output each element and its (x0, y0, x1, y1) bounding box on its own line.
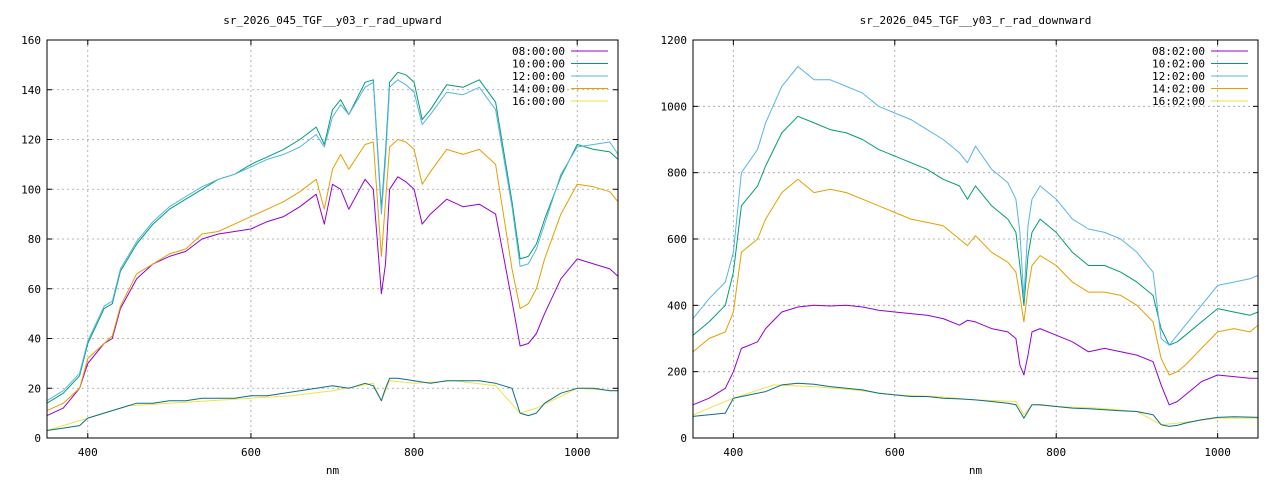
plot-frame (46, 39, 619, 439)
series-line-4 (692, 384, 1258, 426)
y-tick-label: 1000 (661, 100, 688, 113)
series-line-0 (692, 304, 1258, 406)
series-line-3 (46, 139, 619, 412)
series-line-3 (692, 178, 1259, 376)
legend-entry-label: 16:00:00 (512, 95, 565, 108)
y-tick-label: 800 (667, 167, 687, 180)
series-line-5 (692, 382, 1259, 427)
series-line-2 (692, 66, 1259, 346)
y-tick-label: 40 (28, 333, 41, 346)
series-line-2 (46, 79, 619, 402)
x-tick-label: 400 (78, 446, 98, 459)
y-tick-label: 100 (21, 183, 41, 196)
series-line-1 (692, 115, 1259, 346)
y-tick-label: 140 (21, 84, 41, 97)
y-tick-label: 20 (28, 382, 41, 395)
x-axis-label: nm (969, 464, 983, 477)
y-tick-label: 0 (34, 432, 41, 445)
series-line-1 (46, 71, 619, 404)
y-tick-label: 60 (28, 283, 41, 296)
y-tick-label: 160 (21, 34, 41, 47)
x-axis-label: nm (326, 464, 340, 477)
downward-radiance-chart: 0 200 400 600 800 1000 1200 400 600 800 1000 sr_202… (661, 14, 1259, 477)
legend-entry-label: 14:02:00 (1152, 83, 1205, 96)
legend-entry-label: 08:02:00 (1152, 45, 1205, 58)
x-tick-label: 1000 (1204, 446, 1231, 459)
y-tick-label: 600 (667, 233, 687, 246)
chart-title: sr_2026_045_TGF__y03_r_rad_downward (860, 14, 1092, 27)
legend-entry-label: 16:02:00 (1152, 95, 1205, 108)
x-tick-label: 800 (1046, 446, 1066, 459)
x-tick-label: 400 (723, 446, 743, 459)
x-tick-label: 600 (885, 446, 905, 459)
y-tick-label: 120 (21, 134, 41, 147)
y-tick-label: 80 (28, 233, 41, 246)
upward-radiance-chart: 0 20 40 60 80 100 120 140 160 400 600 800 1000 sr_202… (21, 14, 619, 477)
plot-frame (692, 39, 1259, 439)
y-tick-label: 1200 (661, 34, 688, 47)
x-tick-label: 1000 (564, 446, 591, 459)
series-line-5 (46, 377, 618, 431)
y-tick-label: 400 (667, 299, 687, 312)
legend-entry-label: 12:00:00 (512, 70, 565, 83)
legend-entry-label: 10:02:00 (1152, 58, 1205, 71)
series-line-0 (46, 176, 619, 417)
legend-entry-label: 14:00:00 (512, 83, 565, 96)
y-tick-label: 200 (667, 366, 687, 379)
legend-entry-label: 08:00:00 (512, 45, 565, 58)
series-line-4 (46, 380, 619, 431)
x-tick-label: 800 (404, 446, 424, 459)
legend-entry-label: 10:00:00 (512, 58, 565, 71)
chart-title: sr_2026_045_TGF__y03_r_rad_upward (223, 14, 442, 27)
x-tick-label: 600 (241, 446, 261, 459)
legend-entry-label: 12:02:00 (1152, 70, 1205, 83)
y-tick-label: 0 (680, 432, 687, 445)
